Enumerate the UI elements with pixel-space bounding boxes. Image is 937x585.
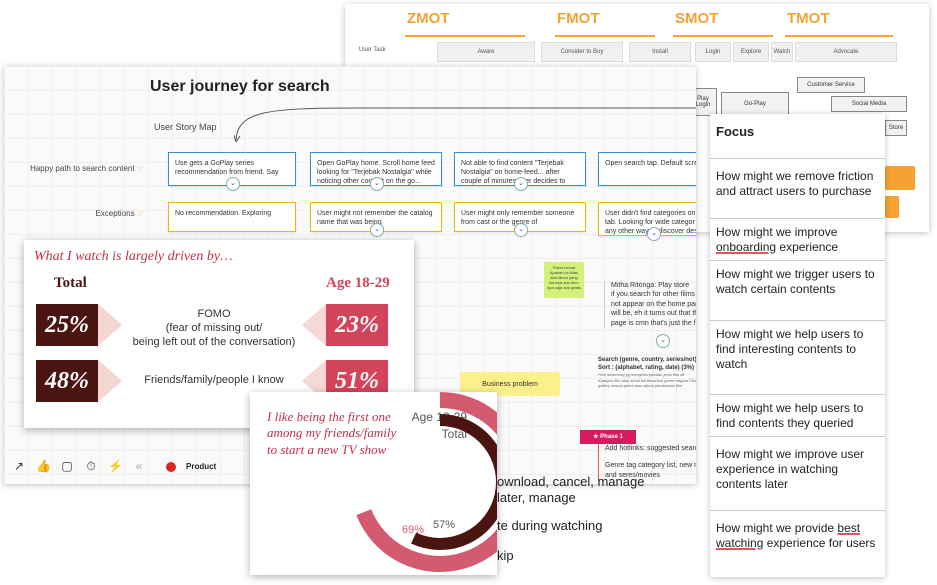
donut-arc-age — [356, 392, 497, 572]
product-row: Product — [166, 462, 216, 472]
exception-card[interactable]: No recommendation. Exploring — [168, 202, 296, 232]
survey-card-first-watch: I like being the first one among my frie… — [250, 392, 497, 575]
focus-item: How might we improve user experience in … — [710, 436, 885, 510]
search-note: Search (genre, country, series/not) Sort… — [598, 357, 696, 388]
phase-note: Add hotlinks: suggested searc Genre tag … — [598, 444, 696, 481]
stage-consider: Consider to Buy — [541, 42, 623, 62]
survey-title: What I watch is largely driven by… — [34, 249, 233, 264]
row-label-exceptions: Exceptions ☞ — [95, 209, 144, 218]
flow-customer-service: Customer Service — [797, 77, 865, 93]
share-icon[interactable]: ↗ — [13, 459, 25, 473]
chevron-down-icon[interactable]: ⌄ — [514, 177, 528, 191]
flow-store: Store — [885, 120, 907, 136]
focus-item: How might we help users to find contents… — [710, 394, 885, 436]
chevron-down-icon[interactable]: ⌄ — [370, 177, 384, 191]
exception-card[interactable]: User didn't find categories on tab. Look… — [598, 202, 696, 241]
legend-total: Total — [441, 427, 467, 441]
timer-icon[interactable]: ⏱ — [86, 459, 96, 473]
donut-label-age: 69% — [402, 524, 425, 536]
stage-advocate: Advocate — [795, 42, 897, 62]
board-subtitle: User Story Map — [154, 122, 217, 132]
focus-item: How might we help users to find interest… — [710, 320, 885, 394]
phase-smot: SMOT — [675, 10, 719, 27]
pointing-hand-icon: ☞ — [136, 209, 144, 218]
focus-item: How might we remove friction and attract… — [710, 158, 885, 218]
stage-aware: Aware — [437, 42, 535, 62]
arrow-shape — [98, 304, 122, 346]
phase-tmot: TMOT — [787, 10, 830, 27]
story-card[interactable]: Open GoPlay home. Scroll home feed looki… — [310, 152, 442, 191]
thumbs-up-icon[interactable]: 👍 — [36, 459, 51, 473]
flow-social-media: Social Media — [831, 96, 907, 112]
row-label-happy-path: Happy path to search content ☞ — [30, 164, 144, 173]
background-text: te during watching — [497, 518, 603, 533]
survey-quote: I like being the first one among my frie… — [267, 409, 397, 457]
story-card[interactable]: Use gets a GoPlay series recommendation … — [168, 152, 296, 191]
chevron-down-icon[interactable]: ⌄ — [514, 223, 528, 237]
stage-install: Install — [629, 42, 691, 62]
green-sticky-note[interactable]: Paket hemat Apakah ini tidak ada tahun y… — [544, 262, 584, 298]
chevron-down-icon[interactable]: ⌄ — [226, 177, 240, 191]
orange-block — [885, 196, 899, 218]
red-dot-icon — [166, 462, 176, 472]
story-card[interactable]: Open search tap. Default scre — [598, 152, 696, 186]
chevron-down-icon[interactable]: ⌄ — [370, 223, 384, 237]
video-icon[interactable]: ▢ — [61, 459, 73, 473]
background-text: ownload, cancel, manage — [497, 474, 645, 489]
age-pct-fomo: 23% — [326, 304, 388, 346]
phase-fmot: FMOT — [557, 10, 600, 27]
arrow-shape — [302, 304, 326, 346]
chevron-down-icon[interactable]: ⌄ — [647, 227, 661, 241]
collapse-icon[interactable]: « — [135, 459, 143, 473]
user-task-label: User Task — [359, 47, 386, 53]
donut-arc-total — [411, 414, 497, 550]
focus-table: Focus How might we remove friction and a… — [710, 114, 885, 577]
focus-item: How might we trigger users to watch cert… — [710, 260, 885, 320]
col-total: Total — [54, 275, 87, 291]
stage-login: Login — [695, 42, 731, 62]
col-age: Age 18-29 — [326, 275, 390, 291]
focus-item: How might we provide best watching exper… — [710, 510, 885, 577]
total-pct-fomo: 25% — [36, 304, 98, 346]
story-card[interactable]: Not able to find content "Terjebak Nosta… — [454, 152, 586, 191]
phase-line — [673, 35, 773, 37]
focus-header: Focus — [716, 124, 755, 139]
exception-card[interactable]: User might only remember someone from ca… — [454, 202, 586, 237]
board-toolbar: ↗ 👍 ▢ ⏱ ⚡ « — [12, 459, 146, 474]
stage-watch: Watch — [771, 42, 793, 62]
donut-label-total: 57% — [433, 519, 456, 531]
orange-block — [885, 166, 915, 190]
phase-zmot: ZMOT — [407, 10, 450, 27]
board-title: User journey for search — [150, 78, 330, 95]
background-text: kip — [497, 548, 514, 563]
phase-1-badge[interactable]: ★ Phase 1 — [580, 430, 636, 444]
driver-label-friends: Friends/family/people I know — [144, 374, 284, 386]
arrow-shape — [98, 360, 122, 402]
phase-line — [785, 35, 893, 37]
driver-label-fomo: FOMO (fear of missing out/ being left ou… — [132, 308, 296, 348]
phase-line — [405, 35, 525, 37]
background-text: later, manage — [497, 490, 576, 505]
total-pct-friends: 48% — [36, 360, 98, 402]
stage-explore: Explore — [733, 42, 769, 62]
chevron-down-icon[interactable]: ⌄ — [656, 334, 670, 348]
donut-chart — [356, 392, 497, 572]
pointing-hand-icon: ☞ — [136, 164, 144, 173]
exception-card[interactable]: User might not remember the catalog name… — [310, 202, 442, 237]
bolt-icon[interactable]: ⚡ — [108, 459, 123, 473]
connector-arrow — [234, 107, 696, 142]
phase-line — [555, 35, 655, 37]
interview-note: Mitha Ritonga: Play store if you search … — [604, 281, 696, 329]
survey-card-drivers: What I watch is largely driven by… Total… — [24, 240, 414, 428]
focus-item: How might we improve onboarding experien… — [710, 218, 885, 260]
flow-go-play: Go-Play — [721, 92, 789, 116]
